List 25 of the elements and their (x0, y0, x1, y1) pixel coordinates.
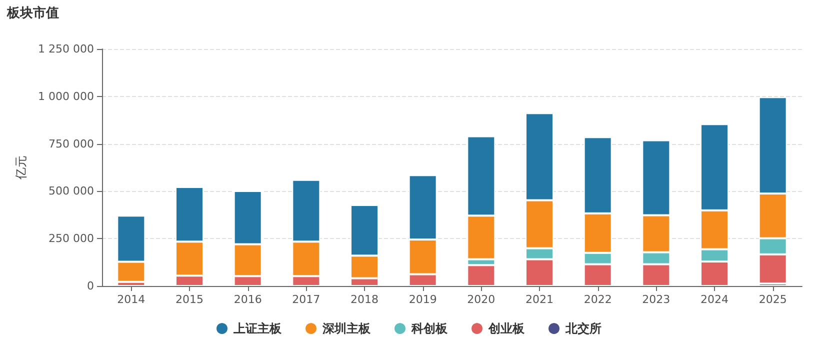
x-tick-label: 2015 (176, 293, 204, 306)
x-tick-label: 2019 (408, 293, 437, 306)
y-axis-title: 亿元 (14, 156, 28, 180)
y-tick-label: 500 000 (48, 184, 94, 198)
y-tick-label: 1 000 000 (38, 90, 94, 103)
x-tick-label: 2016 (234, 293, 262, 306)
x-tick-label: 2025 (758, 293, 787, 306)
legend-label: 北交所 (564, 322, 602, 336)
legend-label: 上证主板 (232, 322, 282, 336)
y-tick-label: 1 250 000 (38, 42, 94, 56)
x-tick-label: 2020 (467, 293, 496, 306)
x-tick-label: 2018 (350, 293, 378, 306)
x-tick-label: 2014 (117, 293, 146, 306)
x-tick-label: 2024 (700, 293, 728, 306)
y-tick-label: 0 (87, 280, 94, 292)
x-tick-label: 2021 (526, 293, 554, 306)
x-tick-label: 2023 (642, 293, 670, 306)
legend-label: 创业板 (488, 322, 526, 336)
legend-label: 深圳主板 (322, 322, 372, 336)
chart-title: 板块市值 (6, 5, 59, 21)
legend-label: 科创板 (410, 322, 448, 336)
y-tick-label: 250 000 (48, 232, 94, 246)
x-tick-label: 2022 (584, 293, 612, 306)
y-tick-label: 750 000 (48, 137, 94, 150)
x-tick-label: 2017 (292, 293, 320, 306)
